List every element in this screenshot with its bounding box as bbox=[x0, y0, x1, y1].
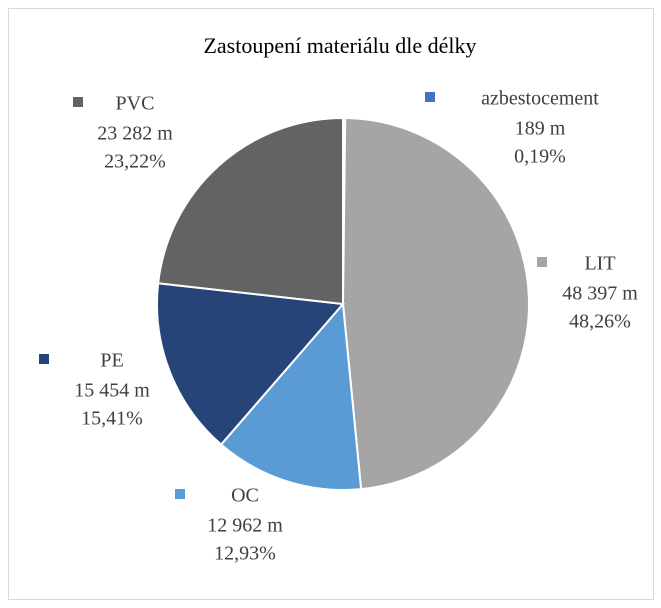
legend-swatch bbox=[175, 489, 185, 499]
category-label: OC bbox=[231, 485, 259, 507]
value-label: 189 m bbox=[515, 118, 566, 140]
value-label: 48 397 m bbox=[562, 283, 638, 305]
value-label: 12 962 m bbox=[207, 515, 283, 537]
pie-slice bbox=[341, 116, 530, 491]
value-label: 15 454 m bbox=[74, 380, 150, 402]
value-label: 23 282 m bbox=[97, 123, 173, 145]
pie-slice bbox=[219, 301, 363, 491]
legend-swatch bbox=[39, 354, 49, 364]
chart-title: Zastoupení materiálu dle délky bbox=[203, 33, 476, 58]
legend-swatch bbox=[425, 92, 435, 102]
legend-swatch bbox=[73, 97, 83, 107]
percent-label: 48,26% bbox=[569, 311, 631, 333]
category-label: PE bbox=[100, 350, 123, 372]
percent-label: 0,19% bbox=[514, 146, 566, 168]
percent-label: 12,93% bbox=[214, 543, 276, 565]
legend-swatch bbox=[537, 257, 547, 267]
category-label: azbestocement bbox=[481, 88, 599, 110]
pie-slice bbox=[157, 116, 344, 306]
category-label: LIT bbox=[584, 253, 615, 275]
percent-label: 15,41% bbox=[81, 408, 143, 430]
category-label: PVC bbox=[116, 93, 155, 115]
percent-label: 23,22% bbox=[104, 151, 166, 173]
pie-slice bbox=[156, 282, 346, 446]
